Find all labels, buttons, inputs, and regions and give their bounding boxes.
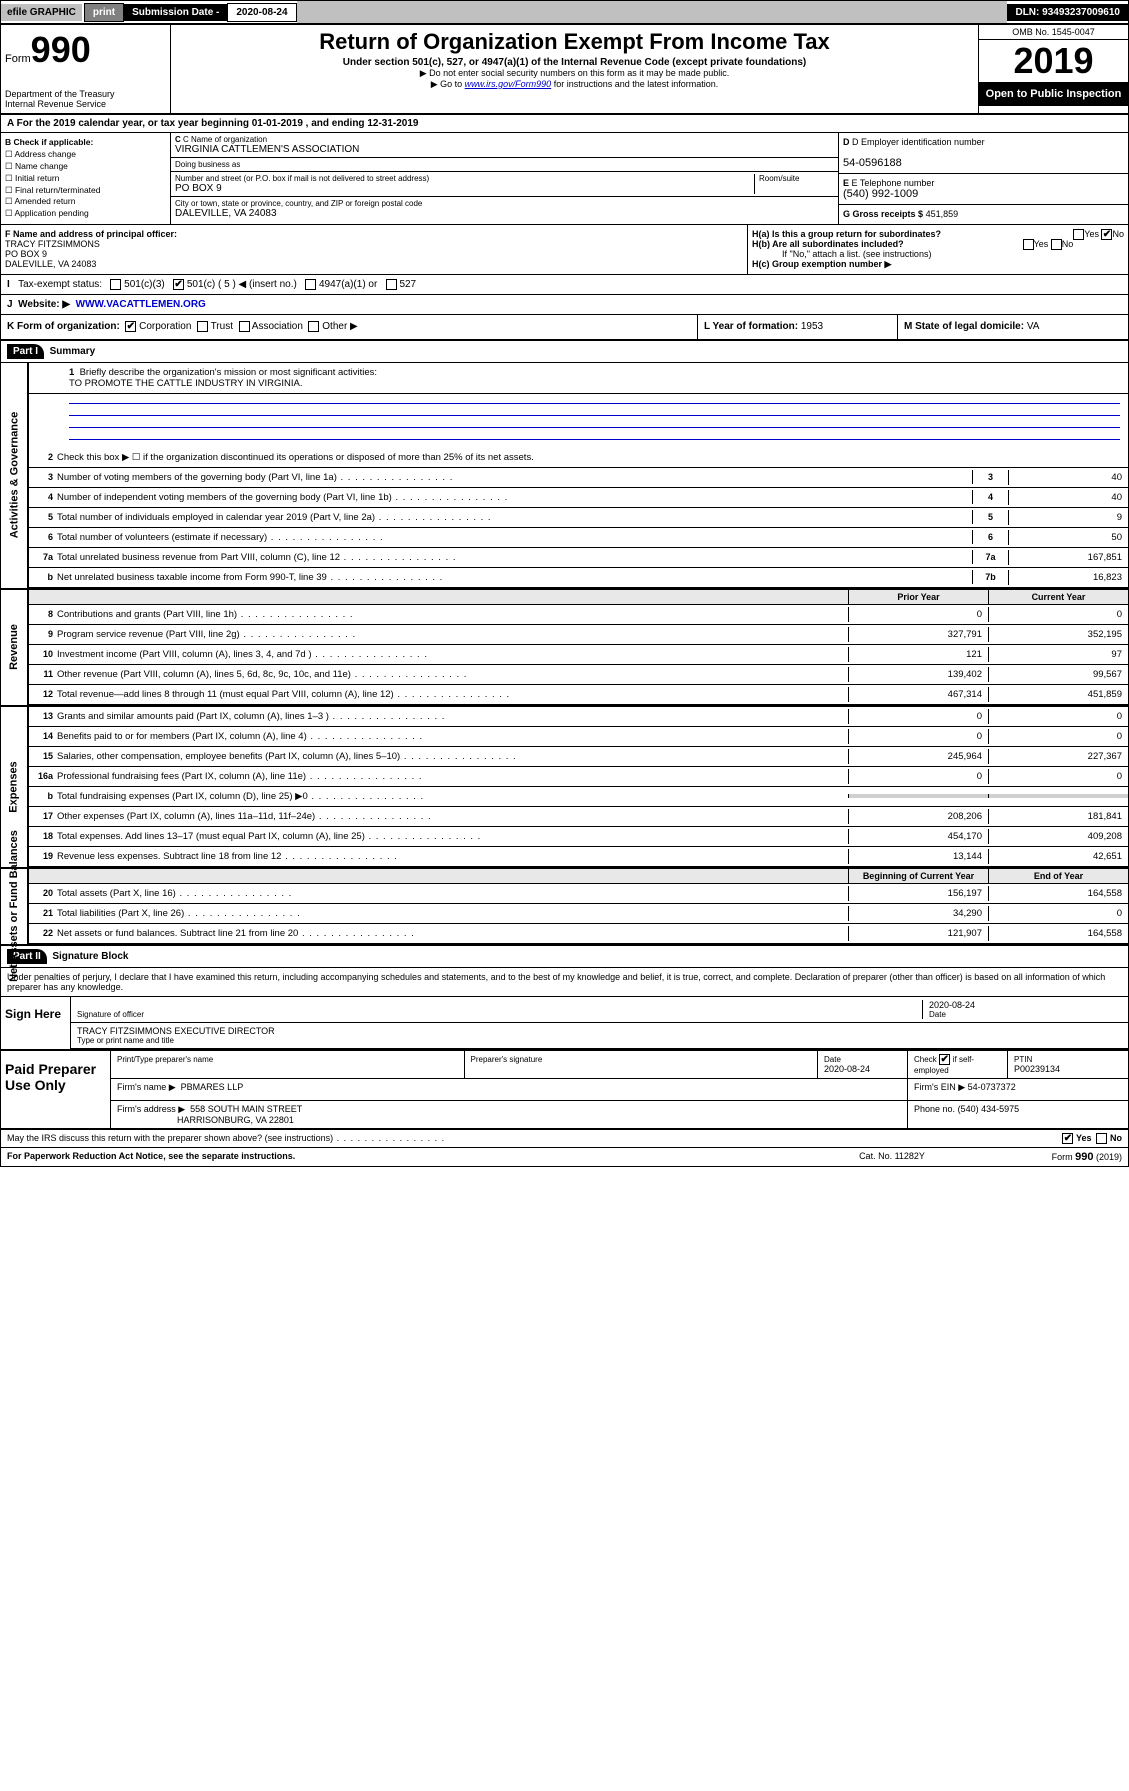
corporation-checkbox[interactable] [125, 321, 136, 332]
entity-info: B Check if applicable: ☐ Address change … [1, 133, 1128, 225]
discuss-yes-checkbox[interactable] [1062, 1133, 1073, 1144]
summary-line: 9Program service revenue (Part VIII, lin… [29, 625, 1128, 645]
footer: For Paperwork Reduction Act Notice, see … [1, 1148, 1128, 1166]
line-1: 1 Briefly describe the organization's mi… [29, 363, 1128, 394]
summary-line: 19Revenue less expenses. Subtract line 1… [29, 847, 1128, 867]
section-net-assets: Net Assets or Fund Balances Beginning of… [1, 869, 1128, 946]
section-activities-governance: Activities & Governance 1 Briefly descri… [1, 363, 1128, 590]
summary-line: 4Number of independent voting members of… [29, 488, 1128, 508]
tax-period: A For the 2019 calendar year, or tax yea… [1, 115, 1128, 133]
summary-line: 15Salaries, other compensation, employee… [29, 747, 1128, 767]
row-f-h: F Name and address of principal officer:… [1, 225, 1128, 275]
summary-line: bTotal fundraising expenses (Part IX, co… [29, 787, 1128, 807]
summary-line: 5Total number of individuals employed in… [29, 508, 1128, 528]
tax-year: 2019 [979, 40, 1128, 82]
summary-line: 11Other revenue (Part VIII, column (A), … [29, 665, 1128, 685]
website-link[interactable]: WWW.VACATTLEMEN.ORG [76, 299, 206, 310]
part-ii-header: Part II Signature Block [1, 946, 1128, 968]
form-990: Form990 Department of the Treasury Inter… [0, 24, 1129, 1167]
summary-line: 18Total expenses. Add lines 13–17 (must … [29, 827, 1128, 847]
submission-date-value: 2020-08-24 [227, 3, 296, 22]
summary-line: 12Total revenue—add lines 8 through 11 (… [29, 685, 1128, 705]
summary-line: bNet unrelated business taxable income f… [29, 568, 1128, 588]
summary-line: 8Contributions and grants (Part VIII, li… [29, 605, 1128, 625]
efile-label: efile GRAPHIC [1, 4, 82, 21]
top-toolbar: efile GRAPHIC print Submission Date - 20… [0, 0, 1129, 24]
summary-line: 10Investment income (Part VIII, column (… [29, 645, 1128, 665]
paid-preparer: Paid Preparer Use Only Print/Type prepar… [1, 1051, 1128, 1130]
box-h: H(a) Is this a group return for subordin… [748, 225, 1128, 274]
501c-checkbox[interactable] [173, 279, 184, 290]
row-i: I Tax-exempt status: 501(c)(3) 501(c) ( … [1, 275, 1128, 295]
box-deg: D D Employer identification number 54-05… [838, 133, 1128, 224]
submission-date-label: Submission Date - [124, 4, 227, 21]
group-return-no-checkbox[interactable] [1101, 229, 1112, 240]
signature-declaration: Under penalties of perjury, I declare th… [1, 968, 1128, 997]
instructions-link[interactable]: www.irs.gov/Form990 [465, 79, 552, 89]
header-left: Form990 Department of the Treasury Inter… [1, 25, 171, 113]
dln-label: DLN: 93493237009610 [1007, 4, 1128, 21]
print-button[interactable]: print [84, 3, 124, 22]
header-right: OMB No. 1545-0047 2019 Open to Public In… [978, 25, 1128, 113]
self-employed-checkbox[interactable] [939, 1054, 950, 1065]
box-b: B Check if applicable: ☐ Address change … [1, 133, 171, 224]
summary-line: 22Net assets or fund balances. Subtract … [29, 924, 1128, 944]
box-f: F Name and address of principal officer:… [1, 225, 748, 274]
summary-line: 6Total number of volunteers (estimate if… [29, 528, 1128, 548]
row-klm: K Form of organization: Corporation Trus… [1, 315, 1128, 340]
header-title: Return of Organization Exempt From Incom… [171, 25, 978, 113]
summary-line: 3Number of voting members of the governi… [29, 468, 1128, 488]
section-expenses: Expenses 13Grants and similar amounts pa… [1, 707, 1128, 869]
summary-line: 20Total assets (Part X, line 16)156,1971… [29, 884, 1128, 904]
summary-line: 21Total liabilities (Part X, line 26)34,… [29, 904, 1128, 924]
summary-line: 14Benefits paid to or for members (Part … [29, 727, 1128, 747]
sign-here: Sign Here Signature of officer 2020-08-2… [1, 997, 1128, 1051]
box-c: C C Name of organization VIRGINIA CATTLE… [171, 133, 838, 224]
summary-line: 7aTotal unrelated business revenue from … [29, 548, 1128, 568]
discuss-row: May the IRS discuss this return with the… [1, 1130, 1128, 1148]
part-i-header: Part I Summary [1, 341, 1128, 363]
form-header: Form990 Department of the Treasury Inter… [1, 25, 1128, 115]
summary-line: 17Other expenses (Part IX, column (A), l… [29, 807, 1128, 827]
row-j: J Website: ▶ WWW.VACATTLEMEN.ORG [1, 295, 1128, 315]
line-2: 2Check this box ▶ ☐ if the organization … [29, 448, 1128, 468]
summary-line: 13Grants and similar amounts paid (Part … [29, 707, 1128, 727]
section-revenue: Revenue Prior YearCurrent Year 8Contribu… [1, 590, 1128, 707]
summary-line: 16aProfessional fundraising fees (Part I… [29, 767, 1128, 787]
